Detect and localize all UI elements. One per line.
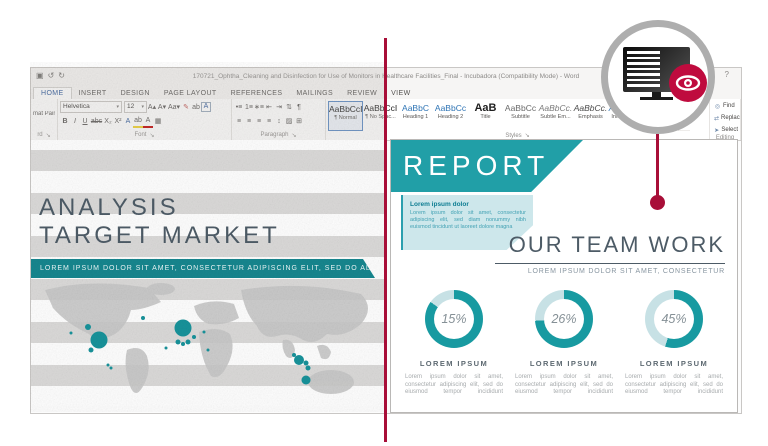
font-size-combobox[interactable]: 12 ▾ <box>124 101 147 113</box>
tab-review[interactable]: REVIEW <box>347 90 378 97</box>
tab-page-layout[interactable]: PAGE LAYOUT <box>163 90 217 97</box>
find-icon: ◎ <box>714 103 721 110</box>
superscript-icon[interactable]: X² <box>114 117 122 125</box>
donut-chart-3: 45% <box>645 290 703 348</box>
style-normal[interactable]: AaBbCcI ¶ Normal <box>328 101 363 131</box>
help-icon[interactable]: ? <box>724 70 729 79</box>
style-no-spacing[interactable]: AaBbCcI ¶ No Spac... <box>363 103 398 120</box>
tab-view[interactable]: VIEW <box>391 90 411 97</box>
replace-button[interactable]: ⇄ Replace <box>714 115 741 122</box>
replace-icon: ⇄ <box>714 115 720 122</box>
section-heading: OUR TEAM WORK LOREM IPSUM DOLOR SIT AMET… <box>495 232 725 275</box>
justify-icon[interactable]: ≡ <box>266 117 272 125</box>
change-case-icon[interactable]: Aa▾ <box>167 103 181 111</box>
format-painter-button[interactable]: mat Painter <box>33 111 55 117</box>
increase-indent-icon[interactable]: ⇥ <box>276 103 282 111</box>
select-icon: ➤ <box>714 127 720 134</box>
left-page-banner: LOREM IPSUM DOLOR SIT AMET, CONSECTETUR … <box>31 259 375 278</box>
world-map <box>31 280 385 404</box>
strikethrough-icon[interactable]: abc <box>90 117 103 125</box>
highlight-color-icon[interactable]: ab <box>133 115 143 128</box>
font-name-combobox[interactable]: Helvetica ▾ <box>60 101 122 113</box>
multilevel-list-icon[interactable]: ∗≡ <box>254 103 264 111</box>
left-page-title: ANALYSIS TARGET MARKET <box>39 194 280 249</box>
borders-icon[interactable]: ⊞ <box>296 117 302 125</box>
shading-icon[interactable]: ▨ <box>285 117 293 125</box>
clipboard-dialog-launcher-icon[interactable]: ↘ <box>45 132 51 139</box>
stat-column: 45% LOREM IPSUM Lorem ipsum dolor sit am… <box>619 290 729 397</box>
numbering-icon[interactable]: 1≡ <box>245 103 253 111</box>
report-callout: Lorem ipsum dolor Lorem ipsum dolor sit … <box>401 195 533 250</box>
subscript-icon[interactable]: X₂ <box>104 117 112 125</box>
tab-design[interactable]: DESIGN <box>120 90 150 97</box>
section-subtitle: LOREM IPSUM DOLOR SIT AMET, CONSECTETUR <box>527 268 725 275</box>
stat-column: 26% LOREM IPSUM Lorem ipsum dolor sit am… <box>509 290 619 397</box>
donut-chart-2: 26% <box>535 290 593 348</box>
style-emphasis[interactable]: AaBbCc. Emphasis <box>573 103 608 120</box>
shrink-font-icon[interactable]: A▾ <box>157 103 167 111</box>
style-heading2[interactable]: AaBbCc Heading 2 <box>434 103 467 120</box>
monitor-stand <box>652 92 661 97</box>
grow-font-icon[interactable]: A▴ <box>147 103 157 111</box>
font-color-icon[interactable]: A <box>143 115 153 128</box>
line-spacing-icon[interactable]: ↕ <box>277 117 281 125</box>
text-effects-icon[interactable]: A <box>125 117 131 125</box>
styles-group-label: Styles <box>505 132 522 139</box>
decrease-indent-icon[interactable]: ⇤ <box>266 103 272 111</box>
font-dialog-launcher-icon[interactable]: ↘ <box>149 132 155 139</box>
tab-insert[interactable]: INSERT <box>78 90 107 97</box>
report-banner: REPORT <box>391 140 583 192</box>
shading-grid-icon[interactable]: ▦ <box>154 117 162 125</box>
show-paragraph-marks-icon[interactable]: ¶ <box>297 103 301 111</box>
editing-group: ◎ Find ⇄ Replace ➤ Select Editing <box>710 99 741 140</box>
donut-chart-1: 15% <box>425 290 483 348</box>
paragraph-dialog-launcher-icon[interactable]: ↘ <box>291 132 297 139</box>
style-subtitle[interactable]: AaBbCc Subtitle <box>504 103 537 120</box>
clear-formatting-icon[interactable]: ✎ <box>183 103 189 111</box>
styles-dialog-launcher-icon[interactable]: ↘ <box>524 133 530 139</box>
sort-icon[interactable]: ⇅ <box>286 103 292 111</box>
before-after-divider-line <box>384 38 387 442</box>
document-page-left[interactable]: ANALYSIS TARGET MARKET LOREM IPSUM DOLOR… <box>31 140 385 406</box>
align-right-icon[interactable]: ≡ <box>256 117 262 125</box>
bold-icon[interactable]: B <box>62 117 68 125</box>
phonetic-guide-icon[interactable]: ab <box>192 103 200 111</box>
style-title[interactable]: AaB Title <box>474 102 497 120</box>
style-heading1[interactable]: AaBbC Heading 1 <box>402 103 429 120</box>
document-page-right[interactable]: REPORT Lorem ipsum dolor Lorem ipsum dol… <box>390 139 738 413</box>
callout-connector-line <box>656 134 659 197</box>
tab-mailings[interactable]: MAILINGS <box>296 90 334 97</box>
callout-connector-dot <box>650 195 665 210</box>
editing-group-label: Editing <box>715 135 735 140</box>
paragraph-group: •≡ 1≡ ∗≡ ⇤ ⇥ ⇅ ¶ ≡ ≡ ≡ ≡ ↕ ▨ <box>232 99 326 140</box>
paragraph-group-label: Paragraph <box>260 132 289 138</box>
bullets-icon[interactable]: •≡ <box>235 103 243 111</box>
tab-references[interactable]: REFERENCES <box>230 90 283 97</box>
character-border-icon[interactable]: A <box>201 102 211 112</box>
font-group: Helvetica ▾ 12 ▾ A▴ A▾ Aa▾ ✎ ab A B <box>58 99 232 140</box>
tab-home[interactable]: HOME <box>33 87 72 99</box>
underline-icon[interactable]: U <box>82 117 88 125</box>
align-center-icon[interactable]: ≡ <box>246 117 252 125</box>
select-button[interactable]: ➤ Select <box>714 127 738 134</box>
monitor-base <box>640 97 673 100</box>
clipboard-group: mat Painter rd ↘ <box>31 99 58 140</box>
find-button[interactable]: ◎ Find <box>714 103 735 110</box>
stats-row: 15% LOREM IPSUM Lorem ipsum dolor sit am… <box>399 290 729 397</box>
style-subtle-emphasis[interactable]: AaBbCc. Subtle Em... <box>538 103 573 120</box>
clipboard-group-label: rd <box>37 132 43 138</box>
section-title: OUR TEAM WORK <box>495 232 725 264</box>
eye-icon <box>669 64 707 102</box>
stat-column: 15% LOREM IPSUM Lorem ipsum dolor sit am… <box>399 290 509 397</box>
monitor-eye-badge <box>601 20 715 134</box>
italic-icon[interactable]: I <box>74 117 76 125</box>
align-left-icon[interactable]: ≡ <box>236 117 242 125</box>
font-group-label: Font <box>134 132 147 138</box>
